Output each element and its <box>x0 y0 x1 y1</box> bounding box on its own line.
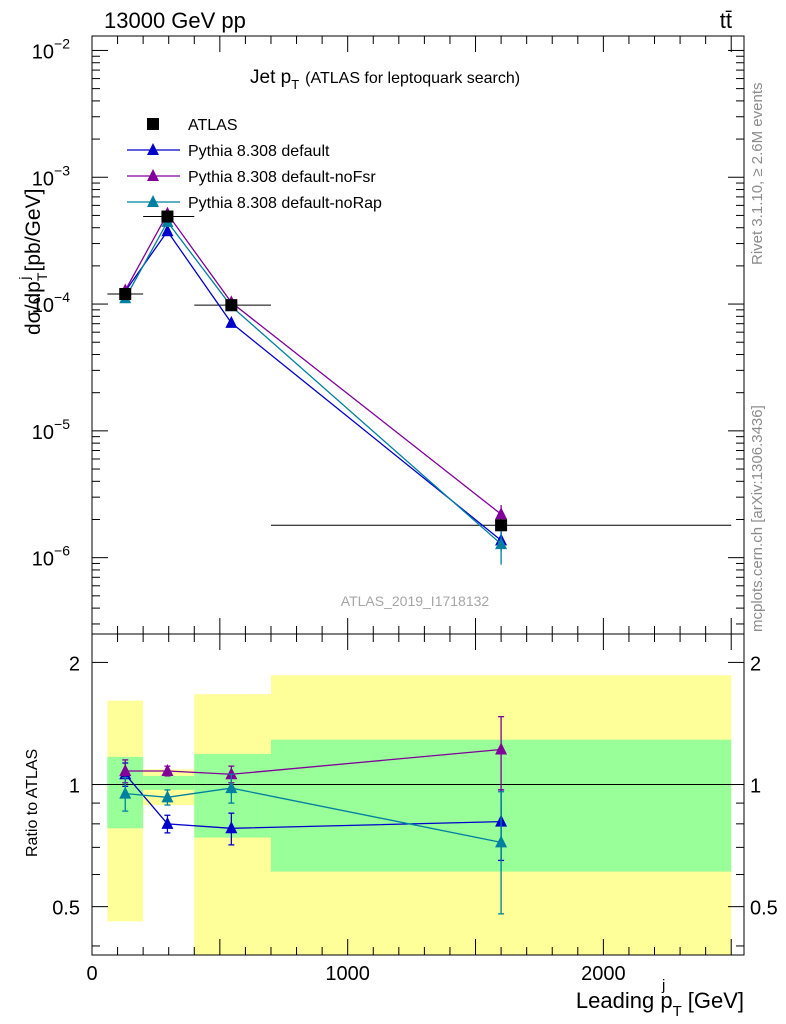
ratio-point-noRap <box>161 790 174 803</box>
main-plot-panel: 10−610−510−410−310−2 ATLAS_2019_I1718132… <box>16 35 745 635</box>
tick-base: 10 <box>32 295 54 317</box>
chart-title-rest: (ATLAS for leptoquark search) <box>305 70 520 87</box>
header-right: tt̄ <box>720 8 732 33</box>
ratio-point-noRap <box>495 835 508 848</box>
ratio-y-tick-label-right: 2 <box>750 653 761 675</box>
tick-exp: −4 <box>54 289 70 305</box>
x-tick-label: 0 <box>86 963 97 985</box>
ratio-y-tick-label-right: 0.5 <box>750 898 778 920</box>
series-noRap <box>119 214 508 565</box>
ratio-plot-frame <box>91 633 745 956</box>
point-noFsr <box>495 507 508 520</box>
ratio-y-axis-label: Ratio to ATLAS <box>24 749 41 857</box>
y-tick-label: 10−3 <box>32 162 70 190</box>
ratio-point-noFsr <box>495 742 508 755</box>
ratio-point-noFsr <box>161 763 174 776</box>
chart-title: Jet pT (ATLAS for leptoquark search) <box>250 67 520 92</box>
legend: ATLAS Pythia 8.308 default Pythia 8.308 de… <box>127 117 382 212</box>
tick-base: 10 <box>32 549 54 571</box>
legend-marker <box>147 143 159 155</box>
tick-exp: −5 <box>54 416 70 432</box>
ratio-point-noRap <box>225 781 238 794</box>
x-axis-label-main: Leading p <box>576 988 673 1013</box>
inner-band <box>194 753 271 838</box>
ratio-y-tick-label: 0.5 <box>52 898 80 920</box>
series-noFsr <box>119 206 508 526</box>
ratio-point-noFsr <box>225 767 238 780</box>
ratio-y-tick-label: 1 <box>69 776 80 798</box>
x-axis-label: Leading pT [GeV] <box>576 988 744 1020</box>
header-left: 13000 GeV pp <box>104 8 246 33</box>
ratio-series-noRap <box>119 773 508 915</box>
tick-base: 10 <box>32 168 54 190</box>
atlas-markers <box>119 210 508 532</box>
atlas-point <box>495 519 508 532</box>
x-axis-label-sub: T <box>673 1003 682 1020</box>
ratio-line-noFsr <box>125 748 502 775</box>
y-tick-label: 10−4 <box>32 289 70 317</box>
ratio-point-noRap <box>119 786 132 799</box>
atlas-point <box>161 210 174 223</box>
ratio-data-layer <box>119 716 508 915</box>
atlas-point <box>119 288 132 301</box>
ratio-point-default <box>161 816 174 829</box>
series-default <box>119 224 508 552</box>
x-tick-label: 2000 <box>581 963 626 985</box>
legend-entry-default: Pythia 8.308 default <box>127 143 330 160</box>
y-tick-label: 10−6 <box>32 543 70 571</box>
main-axis-ticks: 10−610−510−410−310−2 <box>32 35 744 634</box>
point-default <box>161 224 174 237</box>
series-line-noFsr <box>124 212 502 515</box>
watermark-text: ATLAS_2019_I1718132 <box>341 593 490 609</box>
ratio-y-tick-label: 2 <box>69 653 80 675</box>
tick-base: 10 <box>32 422 54 444</box>
atlas-point <box>225 299 238 312</box>
inner-band <box>143 775 195 790</box>
ratio-plot-panel: 0.5 0.5 1 1 2 2 0 1000 2000 Ratio to ATLAS Leadi… <box>24 633 778 1020</box>
x-axis-label-rest: [GeV] <box>688 988 744 1013</box>
point-default <box>225 315 238 328</box>
tick-exp: −3 <box>54 162 70 178</box>
legend-label: ATLAS <box>188 117 238 134</box>
chart-title-sub: T <box>291 77 299 92</box>
x-axis-label-sup: j <box>661 977 665 994</box>
tick-base: 10 <box>32 41 54 63</box>
legend-entry-atlas: ATLAS <box>147 117 238 134</box>
point-noRap <box>495 537 508 550</box>
ratio-point-noFsr <box>119 763 132 776</box>
ratio-uncertainty-bands <box>107 675 732 955</box>
legend-marker <box>147 195 159 207</box>
tick-exp: −2 <box>54 35 70 51</box>
chart-title-main: Jet p <box>250 67 291 88</box>
series-line-noRap <box>124 220 502 545</box>
main-y-axis-label: dσ/dpTj[pb/GeV] <box>16 189 50 335</box>
legend-label: Pythia 8.308 default-noRap <box>188 195 382 212</box>
legend-entry-noFsr: Pythia 8.308 default-noFsr <box>127 169 376 186</box>
x-tick-label: 1000 <box>325 963 370 985</box>
ratio-y-tick-label-right: 1 <box>750 776 761 798</box>
mcplots-credit-text: mcplots.cern.ch [arXiv:1306.3436] <box>749 405 766 632</box>
legend-marker <box>147 169 159 181</box>
ratio-point-default <box>225 821 238 834</box>
rivet-version-text: Rivet 3.1.10, ≥ 2.6M events <box>749 83 766 266</box>
series-atlas <box>107 216 732 526</box>
main-data-layer <box>107 206 732 565</box>
ratio-line-noRap <box>125 787 502 844</box>
tick-exp: −6 <box>54 543 70 559</box>
ratio-line-default <box>124 773 502 829</box>
y-tick-label: 10−2 <box>32 35 70 63</box>
legend-label: Pythia 8.308 default-noFsr <box>188 169 376 186</box>
legend-label: Pythia 8.308 default <box>188 143 330 160</box>
legend-marker <box>147 118 159 130</box>
legend-entry-noRap: Pythia 8.308 default-noRap <box>127 195 382 212</box>
y-tick-label: 10−5 <box>32 416 70 444</box>
ratio-axis-ticks: 0.5 0.5 1 1 2 2 0 1000 2000 <box>52 634 778 985</box>
